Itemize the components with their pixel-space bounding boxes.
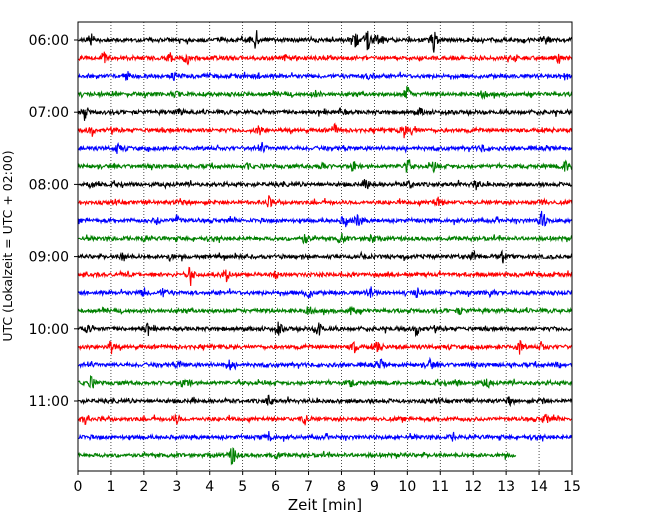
trace-row: [78, 413, 573, 426]
trace-row: [77, 266, 573, 287]
x-tick-label: 8: [337, 479, 346, 495]
x-tick-label: 7: [304, 479, 313, 495]
y-tick-label: 09:00: [29, 250, 69, 266]
y-tick-label: 08:00: [29, 177, 69, 193]
trace-row: [77, 321, 573, 338]
y-tick-label: 06:00: [29, 33, 69, 49]
x-tick-label: 1: [106, 479, 115, 495]
plot-background: [78, 22, 572, 471]
trace-row: [77, 122, 573, 139]
y-tick-label: 10:00: [29, 322, 69, 338]
trace-row: [78, 339, 572, 355]
trace-row: [78, 195, 573, 208]
plot-frame: [77, 21, 573, 472]
x-tick-label: 10: [398, 479, 416, 495]
x-tick-label: 2: [139, 479, 148, 495]
y-tick-label: 11:00: [29, 394, 69, 410]
trace-row: [77, 159, 573, 174]
x-tick-label: 6: [271, 479, 280, 495]
x-tick-label: 4: [205, 479, 214, 495]
trace-row: [77, 86, 573, 100]
trace-row: [77, 249, 573, 264]
x-tick-label: 13: [497, 479, 515, 495]
x-tick-label: 15: [563, 479, 581, 495]
trace-row: [78, 286, 573, 299]
x-tick-label: 9: [370, 479, 379, 495]
trace-row: [78, 375, 573, 389]
x-tick-label: 3: [172, 479, 181, 495]
trace-row: [77, 305, 573, 316]
trace-row: [77, 447, 517, 466]
x-tick-label: 11: [431, 479, 449, 495]
x-tick-label: 14: [530, 479, 548, 495]
trace-row: [77, 210, 573, 228]
trace-row: [78, 431, 573, 442]
trace-row: [78, 179, 573, 191]
trace-row: [77, 70, 573, 81]
x-axis-title: Zeit [min]: [288, 496, 362, 514]
y-axis-ticks: 06:00 07:00 08:00 09:00 10:00 11:00: [29, 33, 78, 410]
y-tick-label: 07:00: [29, 105, 69, 121]
trace-row: [78, 30, 573, 53]
trace-row: [78, 141, 573, 154]
x-axis-ticks: 0 1 2 3 4 5 6 7 8 9 10 11 12 13 14 15: [74, 471, 581, 495]
y-axis-title: UTC (Lokalzeit = UTC + 02:00): [0, 150, 15, 341]
trace-row: [78, 394, 573, 408]
x-tick-label: 0: [74, 479, 83, 495]
trace-row: [78, 51, 573, 66]
seismogram-traces: [77, 30, 573, 466]
trace-row: [78, 232, 573, 245]
x-tick-label: 12: [464, 479, 482, 495]
x-tick-label: 5: [238, 479, 247, 495]
trace-row: [78, 356, 573, 371]
trace-row: [77, 106, 573, 121]
